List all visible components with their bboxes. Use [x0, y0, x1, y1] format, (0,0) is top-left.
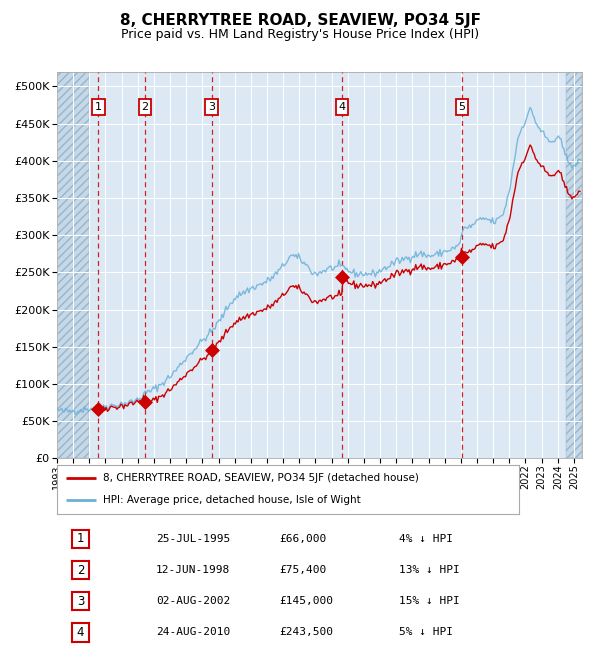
Text: Price paid vs. HM Land Registry's House Price Index (HPI): Price paid vs. HM Land Registry's House …	[121, 28, 479, 41]
Text: 12-JUN-1998: 12-JUN-1998	[156, 565, 230, 575]
Text: 3: 3	[208, 102, 215, 112]
Text: 15% ↓ HPI: 15% ↓ HPI	[399, 596, 460, 606]
Text: 25-JUL-1995: 25-JUL-1995	[156, 534, 230, 544]
Text: 5: 5	[458, 102, 466, 112]
Text: 1: 1	[77, 532, 84, 545]
Text: £66,000: £66,000	[279, 534, 326, 544]
Text: 2: 2	[142, 102, 148, 112]
Text: 02-AUG-2002: 02-AUG-2002	[156, 596, 230, 606]
Text: 4: 4	[77, 626, 84, 639]
Text: 8, CHERRYTREE ROAD, SEAVIEW, PO34 5JF: 8, CHERRYTREE ROAD, SEAVIEW, PO34 5JF	[119, 13, 481, 28]
Text: 8, CHERRYTREE ROAD, SEAVIEW, PO34 5JF (detached house): 8, CHERRYTREE ROAD, SEAVIEW, PO34 5JF (d…	[103, 473, 419, 483]
Text: £145,000: £145,000	[279, 596, 333, 606]
Text: HPI: Average price, detached house, Isle of Wight: HPI: Average price, detached house, Isle…	[103, 495, 361, 505]
Text: 1: 1	[95, 102, 102, 112]
Text: £243,500: £243,500	[279, 627, 333, 638]
Text: 5% ↓ HPI: 5% ↓ HPI	[399, 627, 453, 638]
Text: £75,400: £75,400	[279, 565, 326, 575]
Text: 4: 4	[338, 102, 346, 112]
Text: 2: 2	[77, 564, 84, 577]
Text: 13% ↓ HPI: 13% ↓ HPI	[399, 565, 460, 575]
Text: 4% ↓ HPI: 4% ↓ HPI	[399, 534, 453, 544]
Text: 3: 3	[77, 595, 84, 608]
Text: 24-AUG-2010: 24-AUG-2010	[156, 627, 230, 638]
